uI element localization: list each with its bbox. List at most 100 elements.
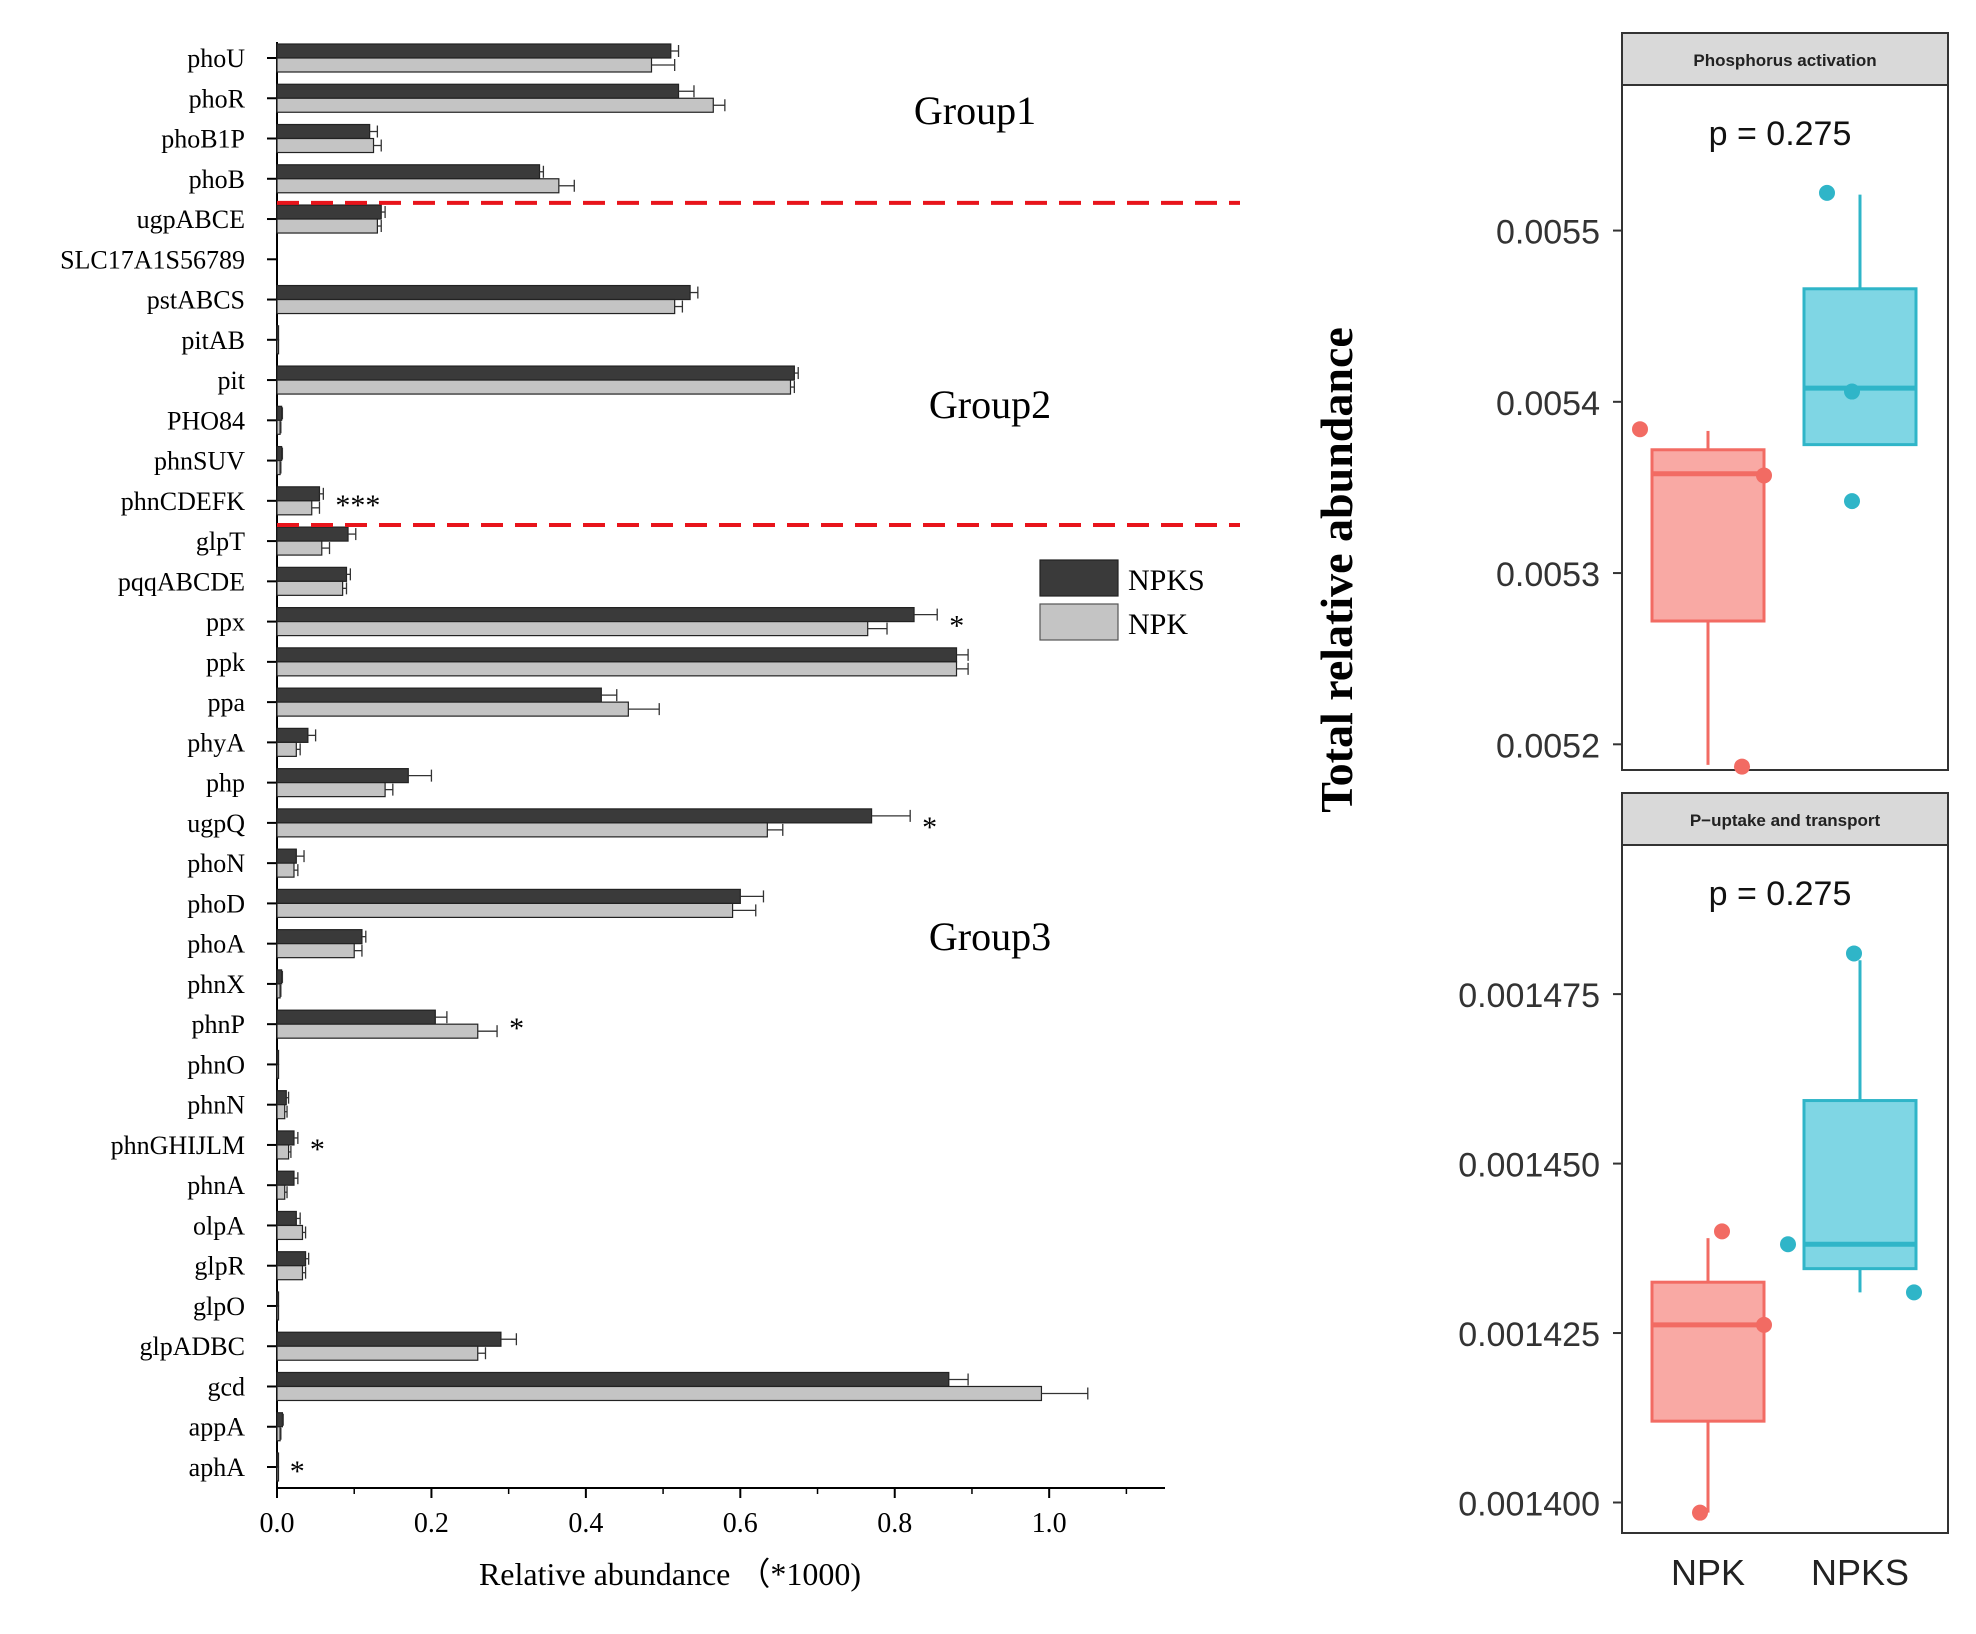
box-x-label-npks: NPKS [1811, 1552, 1909, 1593]
x-axis-title: Relative abundance （*1000) [479, 1556, 861, 1592]
significance-apha: * [290, 1455, 305, 1488]
bar-npks-ugpabce [276, 204, 382, 220]
y-tick-label-pit: pit [218, 366, 246, 395]
bar-npk-ugpabce [276, 218, 378, 234]
bar-npk-phoa [276, 943, 355, 959]
bar-npks-ppx [276, 606, 915, 623]
bar-npks-pqqabcde [276, 566, 348, 582]
y-tick-label-phou: phoU [187, 44, 245, 73]
bar-npk-phno [276, 1063, 280, 1080]
bar-npks-phnn [276, 1090, 287, 1106]
box-y-tick-label: 0.001450 [1458, 1147, 1600, 1185]
bar-npk-pit [276, 379, 792, 395]
y-tick-label-slc17a1s56789: SLC17A1S56789 [60, 245, 245, 274]
bar-npks-ugpq [276, 808, 873, 824]
bar-npks-phna [276, 1170, 295, 1186]
bar-npk-pho84 [276, 419, 281, 435]
y-tick-label-php: php [206, 769, 245, 798]
significance-phnghijlm: * [310, 1133, 325, 1166]
point-npk [1756, 467, 1772, 484]
bar-npks-glpo [276, 1291, 280, 1307]
y-tick-label-phor: phoR [189, 84, 246, 113]
box-y-tick-label: 0.0054 [1496, 385, 1600, 423]
bar-npk-appa [276, 1426, 281, 1442]
point-npk [1692, 1504, 1708, 1521]
box-npks [1802, 287, 1918, 447]
point-npks [1846, 945, 1862, 962]
panel-strip [1621, 32, 1949, 86]
y-tick-label-ppa: ppa [207, 688, 245, 717]
point-npks [1780, 1236, 1796, 1253]
y-tick-label-pqqabcde: pqqABCDE [118, 567, 245, 596]
box-y-tick-label: 0.001475 [1458, 977, 1600, 1015]
bar-npks-pitab [276, 325, 280, 341]
legend-label-npk: NPK [1128, 608, 1188, 641]
bar-npk-phncdefk [276, 500, 313, 516]
y-tick-label-pho84: PHO84 [167, 406, 245, 435]
bar-npks-phya [276, 727, 309, 743]
x-tick-label: 1.0 [1032, 1508, 1067, 1539]
legend-label-npks: NPKS [1128, 564, 1205, 597]
bar-npk-ugpq [276, 822, 768, 838]
box-shared-labels: Total relative abundance NPK NPKS [1311, 327, 1909, 1593]
bar-npk-ppx [276, 620, 869, 637]
y-tick-label-olpa: olpA [193, 1211, 245, 1240]
p-value-label: p = 0.275 [1709, 115, 1852, 153]
y-tick-label-phob: phoB [189, 165, 245, 194]
bar-npk-phon [276, 862, 295, 878]
y-tick-label-pitab: pitAB [181, 326, 245, 355]
legend-swatch-npk [1039, 603, 1119, 641]
bar-npks-phou [276, 43, 672, 59]
bar-npks-phnp [276, 1009, 436, 1025]
panel-strip [1621, 792, 1949, 846]
x-tick-label: 0.2 [414, 1508, 449, 1539]
bar-npk-glpadbc [276, 1345, 479, 1361]
y-tick-label-phno: phnO [187, 1050, 245, 1079]
bar-npks-phor [276, 83, 680, 99]
bar-npks-glpadbc [276, 1331, 502, 1347]
y-tick-label-phna: phnA [187, 1171, 245, 1200]
bar-npk-phob [276, 178, 560, 194]
bar-npks-phob [276, 164, 541, 180]
group-label-group2: Group2 [929, 382, 1051, 427]
box-panel-phosphorus-activation: Phosphorus activation p = 0.275 0.0052 0.00… [1496, 32, 1949, 775]
bar-npk-pstabcs [276, 298, 676, 315]
bar-npks-glpr [276, 1251, 307, 1267]
y-tick-label-phya: phyA [187, 728, 245, 757]
bar-npk-ppk [276, 661, 958, 677]
box-y-tick-label: 0.001425 [1458, 1316, 1600, 1354]
y-tick-label-phnsuv: phnSUV [154, 447, 245, 476]
y-tick-label-phon: phoN [187, 849, 245, 878]
bar-npks-phncdefk [276, 486, 321, 502]
x-tick-label: 0.8 [877, 1508, 912, 1539]
bar-npk-phor [276, 97, 714, 113]
bar-npks-pho84 [276, 405, 283, 421]
bar-npk-pitab [276, 339, 280, 355]
bar-npk-php [276, 782, 386, 798]
panel-title: Phosphorus activation [1693, 51, 1876, 70]
bar-npk-glpr [276, 1265, 304, 1281]
y-tick-label-phod: phoD [187, 889, 245, 918]
point-npks [1844, 383, 1860, 400]
bar-npks-phnx [276, 969, 283, 985]
y-tick-label-phnp: phnP [192, 1010, 245, 1039]
x-tick-label: 0.4 [568, 1508, 603, 1539]
bar-npks-pit [276, 365, 795, 381]
significance-ugpq: * [922, 811, 937, 844]
bar-npks-appa [276, 1412, 284, 1428]
bar-npks-phon [276, 848, 297, 864]
y-tick-label-ppk: ppk [206, 648, 245, 677]
y-tick-label-apha: aphA [189, 1453, 246, 1482]
bar-npk-glpt [276, 540, 323, 556]
point-npk [1714, 1223, 1730, 1240]
group-label-group1: Group1 [914, 88, 1036, 133]
significance-ppx: * [949, 610, 964, 643]
bar-npks-gcd [276, 1371, 950, 1388]
y-tick-label-phnn: phnN [187, 1091, 245, 1120]
box-y-tick-label: 0.001400 [1458, 1485, 1600, 1523]
bar-npk-phou [276, 57, 653, 73]
x-tick-label: 0.6 [723, 1508, 758, 1539]
p-value-label: p = 0.275 [1709, 875, 1852, 913]
y-tick-label-ppx: ppx [206, 608, 245, 637]
